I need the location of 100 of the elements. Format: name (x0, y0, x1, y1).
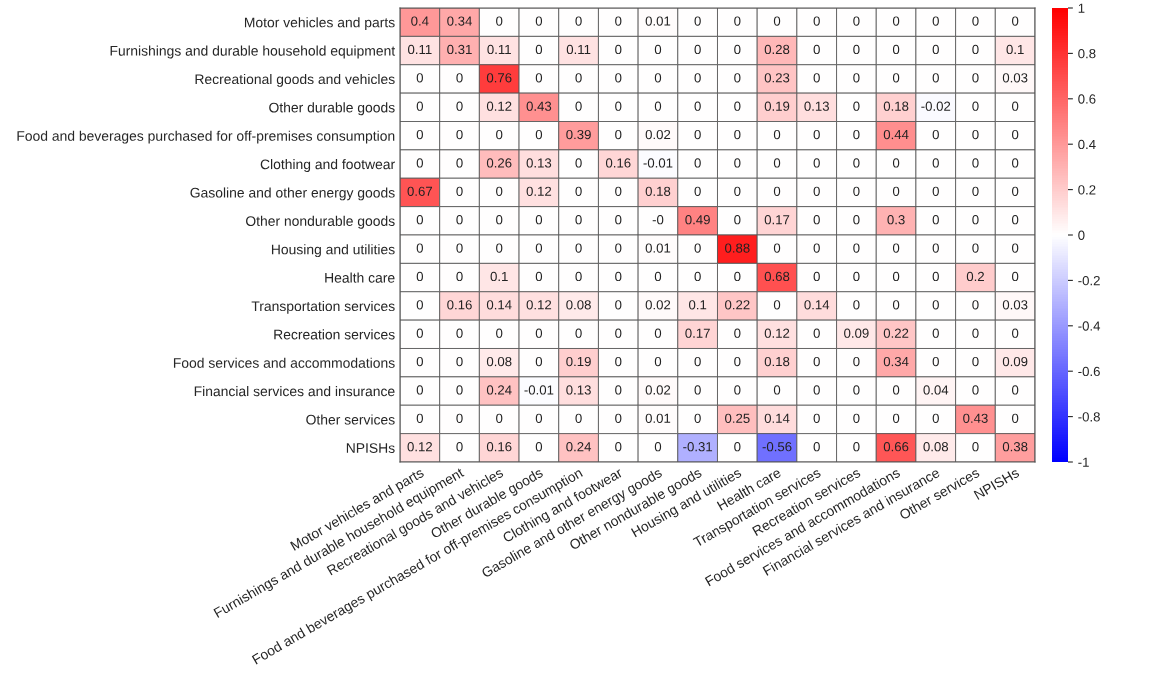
data-label: 0 (535, 356, 543, 367)
data-label: 0.24 (486, 385, 512, 395)
data-label: 0 (972, 215, 979, 225)
data-label: 0 (734, 328, 741, 338)
color-bar-label: -1 (1078, 457, 1089, 467)
data-label: 0 (615, 243, 622, 253)
data-label: 0 (813, 356, 820, 367)
data-label: 0 (416, 158, 423, 168)
data-label: 0 (615, 16, 622, 26)
data-label: 0 (535, 44, 543, 55)
y-tick-label: Other durable goods (269, 102, 395, 116)
data-label: 0 (853, 300, 860, 310)
data-label: 0 (853, 442, 860, 452)
data-label: 0 (813, 73, 820, 83)
color-bar-label: 0.6 (1078, 94, 1096, 104)
data-label: 0 (853, 158, 860, 168)
data-label: 0 (535, 271, 543, 282)
data-label: 0 (615, 385, 622, 395)
data-label: 0 (972, 73, 979, 83)
data-label: 0 (456, 215, 463, 225)
data-label: 0 (932, 271, 939, 282)
data-label: 0 (615, 328, 622, 338)
data-label: 0 (615, 101, 622, 111)
data-label: 0 (813, 16, 820, 26)
y-tick-label: Furnishings and durable household equipment (110, 45, 396, 59)
data-label: 0 (932, 300, 939, 310)
data-label: 0 (496, 243, 503, 253)
data-label: 0 (694, 158, 701, 168)
data-label: 0 (575, 328, 582, 338)
data-label: 0 (615, 300, 622, 310)
data-label: 0 (416, 300, 423, 310)
data-label: 0 (535, 442, 543, 452)
data-label: 0.67 (407, 186, 433, 196)
data-label: 0.22 (725, 300, 750, 310)
data-label: 0 (575, 271, 582, 282)
data-label: 0 (892, 186, 900, 196)
data-label: 0 (654, 101, 662, 111)
data-label: 0 (456, 129, 463, 140)
data-label: 0 (416, 328, 423, 338)
data-label: 0 (813, 442, 820, 452)
data-label: 0.01 (645, 243, 671, 253)
data-label: 0 (456, 442, 463, 452)
data-label: 0.43 (526, 101, 552, 111)
data-label: 0 (853, 73, 860, 83)
data-label: 0 (972, 442, 979, 452)
data-label: 0 (615, 186, 622, 196)
data-label: 0 (575, 413, 582, 423)
data-label: 0.88 (725, 243, 750, 253)
data-label: 0 (1012, 215, 1019, 225)
data-label: 0 (694, 271, 701, 282)
data-label: 0 (972, 328, 979, 338)
data-label: 0.04 (923, 385, 949, 395)
color-bar-label: 0 (1078, 230, 1085, 240)
data-label: 0 (734, 16, 741, 26)
data-label: 0 (535, 16, 543, 26)
data-label: 0 (853, 271, 860, 282)
data-label: 0 (1012, 16, 1019, 26)
y-tick-label: Clothing and footwear (260, 159, 395, 172)
data-label: 0.68 (764, 271, 790, 282)
y-tick-label: Transportation services (251, 300, 395, 314)
data-label: 0 (972, 300, 979, 310)
data-label: 0.01 (645, 16, 671, 26)
data-label: 0 (416, 413, 423, 423)
data-label: 0 (853, 16, 860, 26)
data-label: 0.12 (526, 186, 552, 196)
data-label: 0 (1012, 413, 1019, 423)
data-label: 0 (773, 385, 781, 395)
data-label: 0 (932, 413, 939, 423)
data-label: 0 (1012, 129, 1019, 140)
data-label: 0.01 (645, 413, 671, 423)
data-label: 0.02 (645, 300, 671, 310)
data-label: -0 (652, 215, 664, 225)
data-label: 0 (456, 385, 463, 395)
data-label: 0 (416, 73, 423, 83)
color-bar-label: -0.6 (1078, 366, 1100, 377)
data-label: 0.38 (1002, 442, 1028, 452)
data-label: 0.28 (764, 44, 790, 55)
data-label: 0 (734, 73, 741, 83)
data-label: 0 (416, 215, 423, 225)
data-label: 0 (456, 158, 463, 168)
data-label: 0.17 (764, 215, 790, 225)
data-label: 0 (694, 385, 701, 395)
data-label: 0 (694, 16, 701, 26)
data-label: 0 (1012, 271, 1019, 282)
data-label: 0.26 (486, 158, 512, 168)
data-label: 0 (575, 158, 582, 168)
data-label: 0 (694, 73, 701, 83)
y-tick-label: Health care (325, 272, 395, 283)
data-label: 0 (972, 158, 979, 168)
data-label: 0.02 (645, 129, 671, 140)
data-label: 0 (813, 215, 820, 225)
data-label: 0 (813, 328, 820, 338)
data-label: 0 (1012, 101, 1019, 111)
data-label: 0 (813, 44, 820, 55)
data-label: 0.1 (490, 271, 508, 282)
data-label: 0.49 (685, 215, 710, 225)
color-bar-label: 0.4 (1078, 139, 1096, 150)
data-label: 0 (535, 243, 543, 253)
data-label: 0.18 (764, 356, 790, 367)
data-label: 0 (496, 16, 503, 26)
